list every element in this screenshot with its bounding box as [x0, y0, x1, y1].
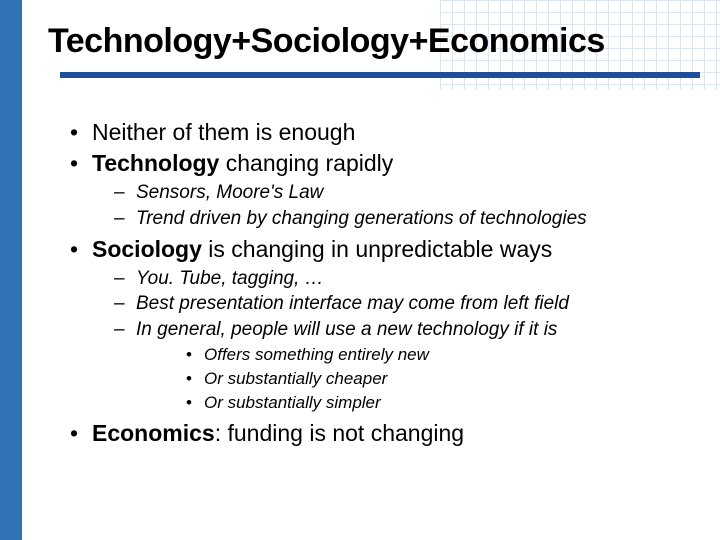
bullet-bold: Sociology	[92, 236, 202, 262]
slide-title: Technology+Sociology+Economics	[48, 22, 605, 61]
bullet-text: : funding is not changing	[215, 420, 464, 446]
subsub-bullet-item: Offers something entirely new	[186, 344, 690, 367]
bullet-item: Economics: funding is not changing	[70, 419, 690, 448]
sub-bullet-text: Trend driven by changing generations of …	[136, 208, 587, 229]
bullet-text: changing rapidly	[219, 150, 393, 176]
subsub-bullet-text: Or substantially cheaper	[204, 369, 387, 388]
sub-bullet-text: Sensors, Moore's Law	[136, 182, 323, 203]
bullet-text: is changing in unpredictable ways	[202, 236, 552, 262]
title-underline	[60, 72, 700, 78]
bullet-list: Neither of them is enough Technology cha…	[70, 118, 690, 448]
bullet-item: Sociology is changing in unpredictable w…	[70, 235, 690, 414]
sub-bullet-list: You. Tube, tagging, … Best presentation …	[92, 267, 690, 415]
sub-bullet-text: You. Tube, tagging, …	[136, 268, 324, 289]
slide: Technology+Sociology+Economics Neither o…	[0, 0, 720, 540]
sub-bullet-item: In general, people will use a new techno…	[114, 318, 690, 415]
left-accent-bar	[0, 0, 22, 540]
subsub-bullet-text: Or substantially simpler	[204, 393, 381, 412]
bullet-item: Neither of them is enough	[70, 118, 690, 147]
subsub-bullet-text: Offers something entirely new	[204, 345, 429, 364]
bullet-item: Technology changing rapidly Sensors, Moo…	[70, 149, 690, 231]
sub-bullet-item: Trend driven by changing generations of …	[114, 207, 690, 232]
sub-bullet-item: Best presentation interface may come fro…	[114, 292, 690, 317]
sub-bullet-item: You. Tube, tagging, …	[114, 267, 690, 292]
bullet-text: Neither of them is enough	[92, 119, 355, 145]
sub-bullet-text: In general, people will use a new techno…	[136, 319, 557, 340]
slide-content: Neither of them is enough Technology cha…	[70, 118, 690, 450]
sub-bullet-text: Best presentation interface may come fro…	[136, 293, 569, 314]
subsub-bullet-item: Or substantially simpler	[186, 392, 690, 415]
bullet-bold: Technology	[92, 150, 219, 176]
sub-bullet-list: Sensors, Moore's Law Trend driven by cha…	[92, 181, 690, 231]
bullet-bold: Economics	[92, 420, 215, 446]
subsub-bullet-item: Or substantially cheaper	[186, 368, 690, 391]
subsub-bullet-list: Offers something entirely new Or substan…	[136, 344, 690, 415]
sub-bullet-item: Sensors, Moore's Law	[114, 181, 690, 206]
